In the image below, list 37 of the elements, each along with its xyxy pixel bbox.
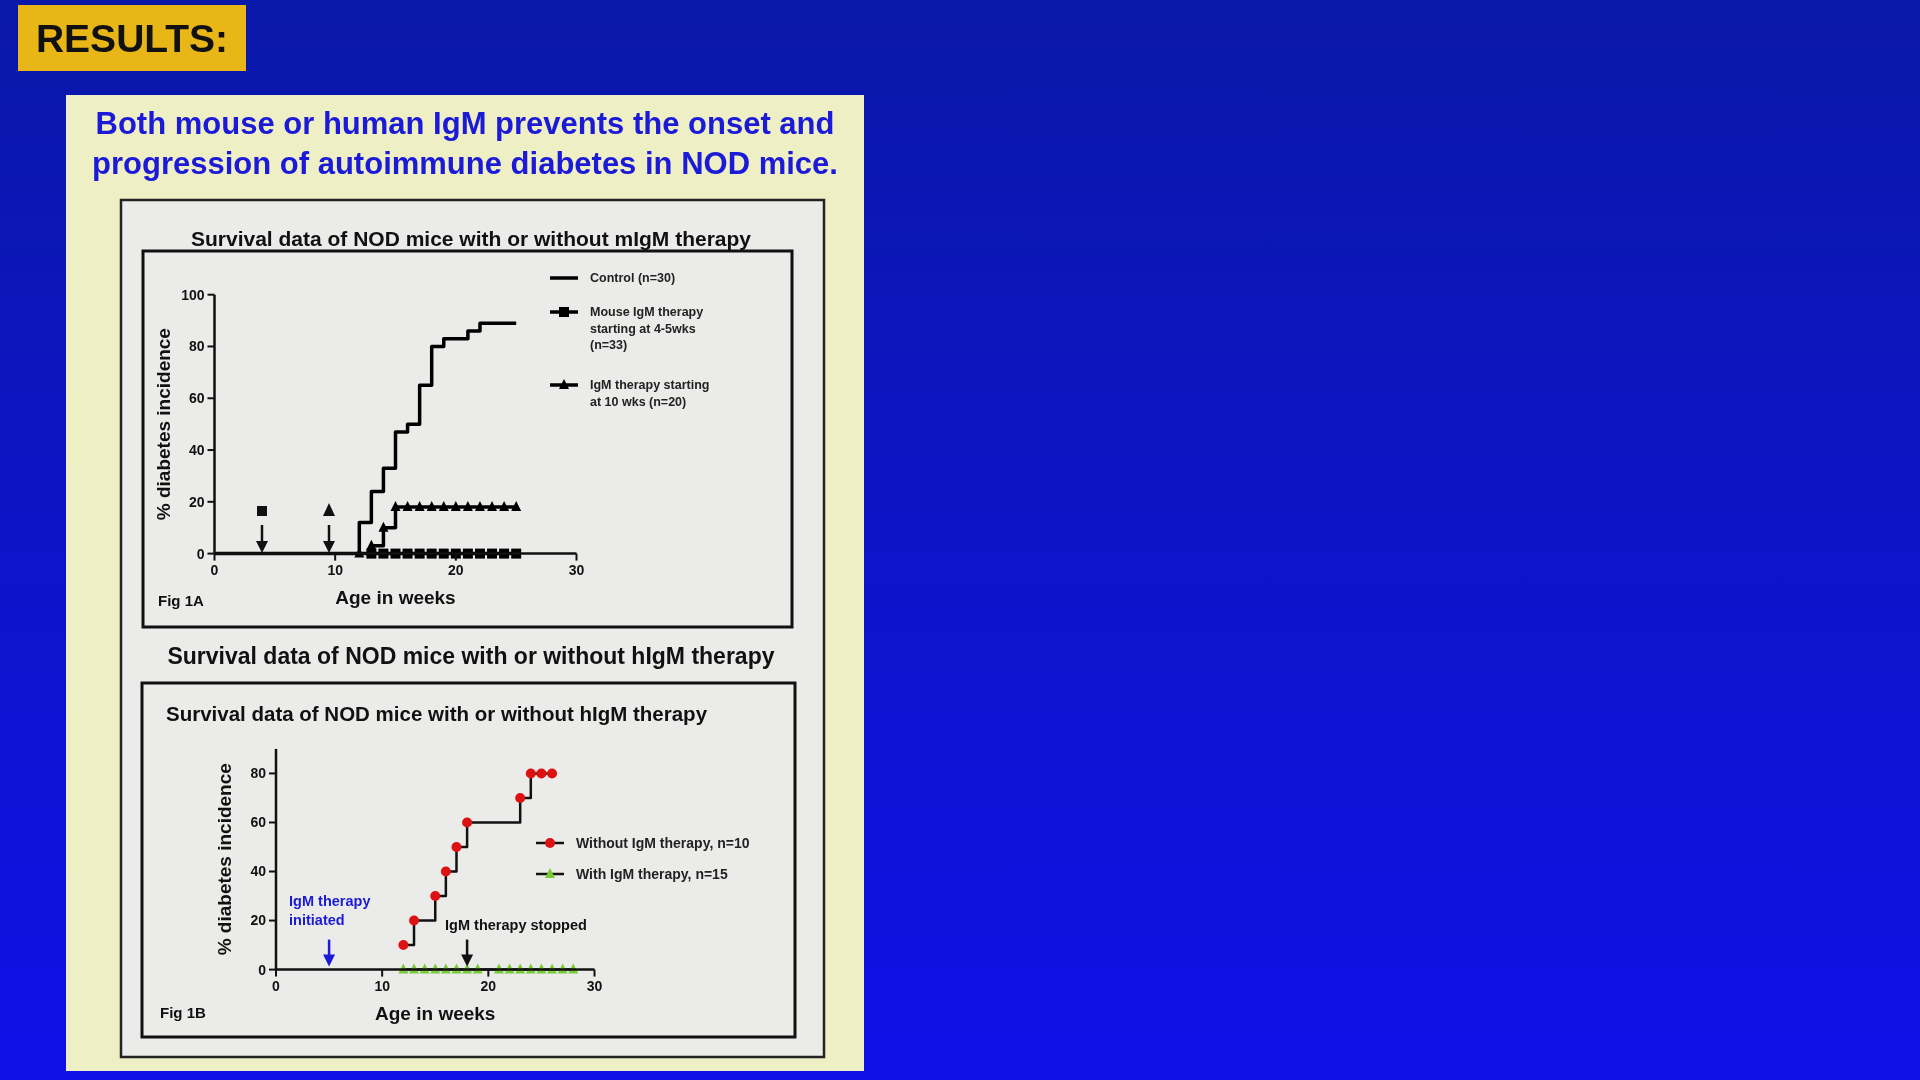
x-tick-label: 30 (586, 977, 603, 994)
annotation: IgM therapy initiated (289, 893, 371, 928)
legend-label: Control (n=30) (590, 271, 676, 286)
x-tick-label: 20 (448, 561, 464, 578)
x-tick-label: 10 (327, 561, 344, 578)
y-axis-title: % diabetes incidence (152, 328, 174, 521)
x-tick-label: 30 (568, 561, 585, 578)
legend-label: IgM therapy starting at 10 wks (n=20) (590, 378, 710, 409)
y-tick-label: 40 (188, 441, 205, 458)
caption: Fig 1A (158, 592, 204, 609)
chart-title: Survival data of NOD mice with or without mIgM therapy (190, 227, 752, 250)
y-tick-label: 80 (250, 765, 267, 782)
y-tick-label: 0 (196, 545, 205, 562)
y-tick-label: 20 (188, 493, 205, 510)
x-axis-title: Age in weeks (375, 1002, 496, 1024)
caption: Fig 1B (160, 1004, 206, 1021)
y-axis-title: % diabetes incidence (214, 763, 235, 956)
y-tick-label: 20 (250, 912, 267, 929)
y-tick-label: 100 (181, 286, 205, 303)
x-tick-label: 0 (272, 977, 281, 994)
legend-label: Without IgM therapy, n=10 (576, 834, 750, 851)
annotation: IgM therapy stopped (445, 917, 587, 933)
chart-title: Survival data of NOD mice with or without hIgM therapy (166, 702, 708, 725)
x-tick-label: 20 (480, 977, 497, 994)
y-tick-label: 0 (258, 961, 267, 978)
y-tick-label: 60 (188, 390, 205, 407)
legend-label: Mouse IgM therapy starting at 4-5wks (n=33) (590, 305, 704, 353)
y-tick-label: 80 (188, 338, 205, 355)
text: RESULTS: (35, 17, 229, 60)
y-tick-label: 40 (250, 863, 267, 880)
legend-label: With IgM therapy, n=15 (576, 865, 728, 882)
text: Survival data of NOD mice with or without hIgM therapy (167, 643, 775, 669)
y-tick-label: 60 (250, 814, 267, 831)
x-tick-label: 10 (374, 977, 391, 994)
text: Both mouse or human IgM prevents the onset and progression of autoimmune diabetes in NOD mice. (92, 106, 838, 181)
x-axis-title: Age in weeks (335, 586, 456, 608)
x-tick-label: 0 (210, 561, 219, 578)
